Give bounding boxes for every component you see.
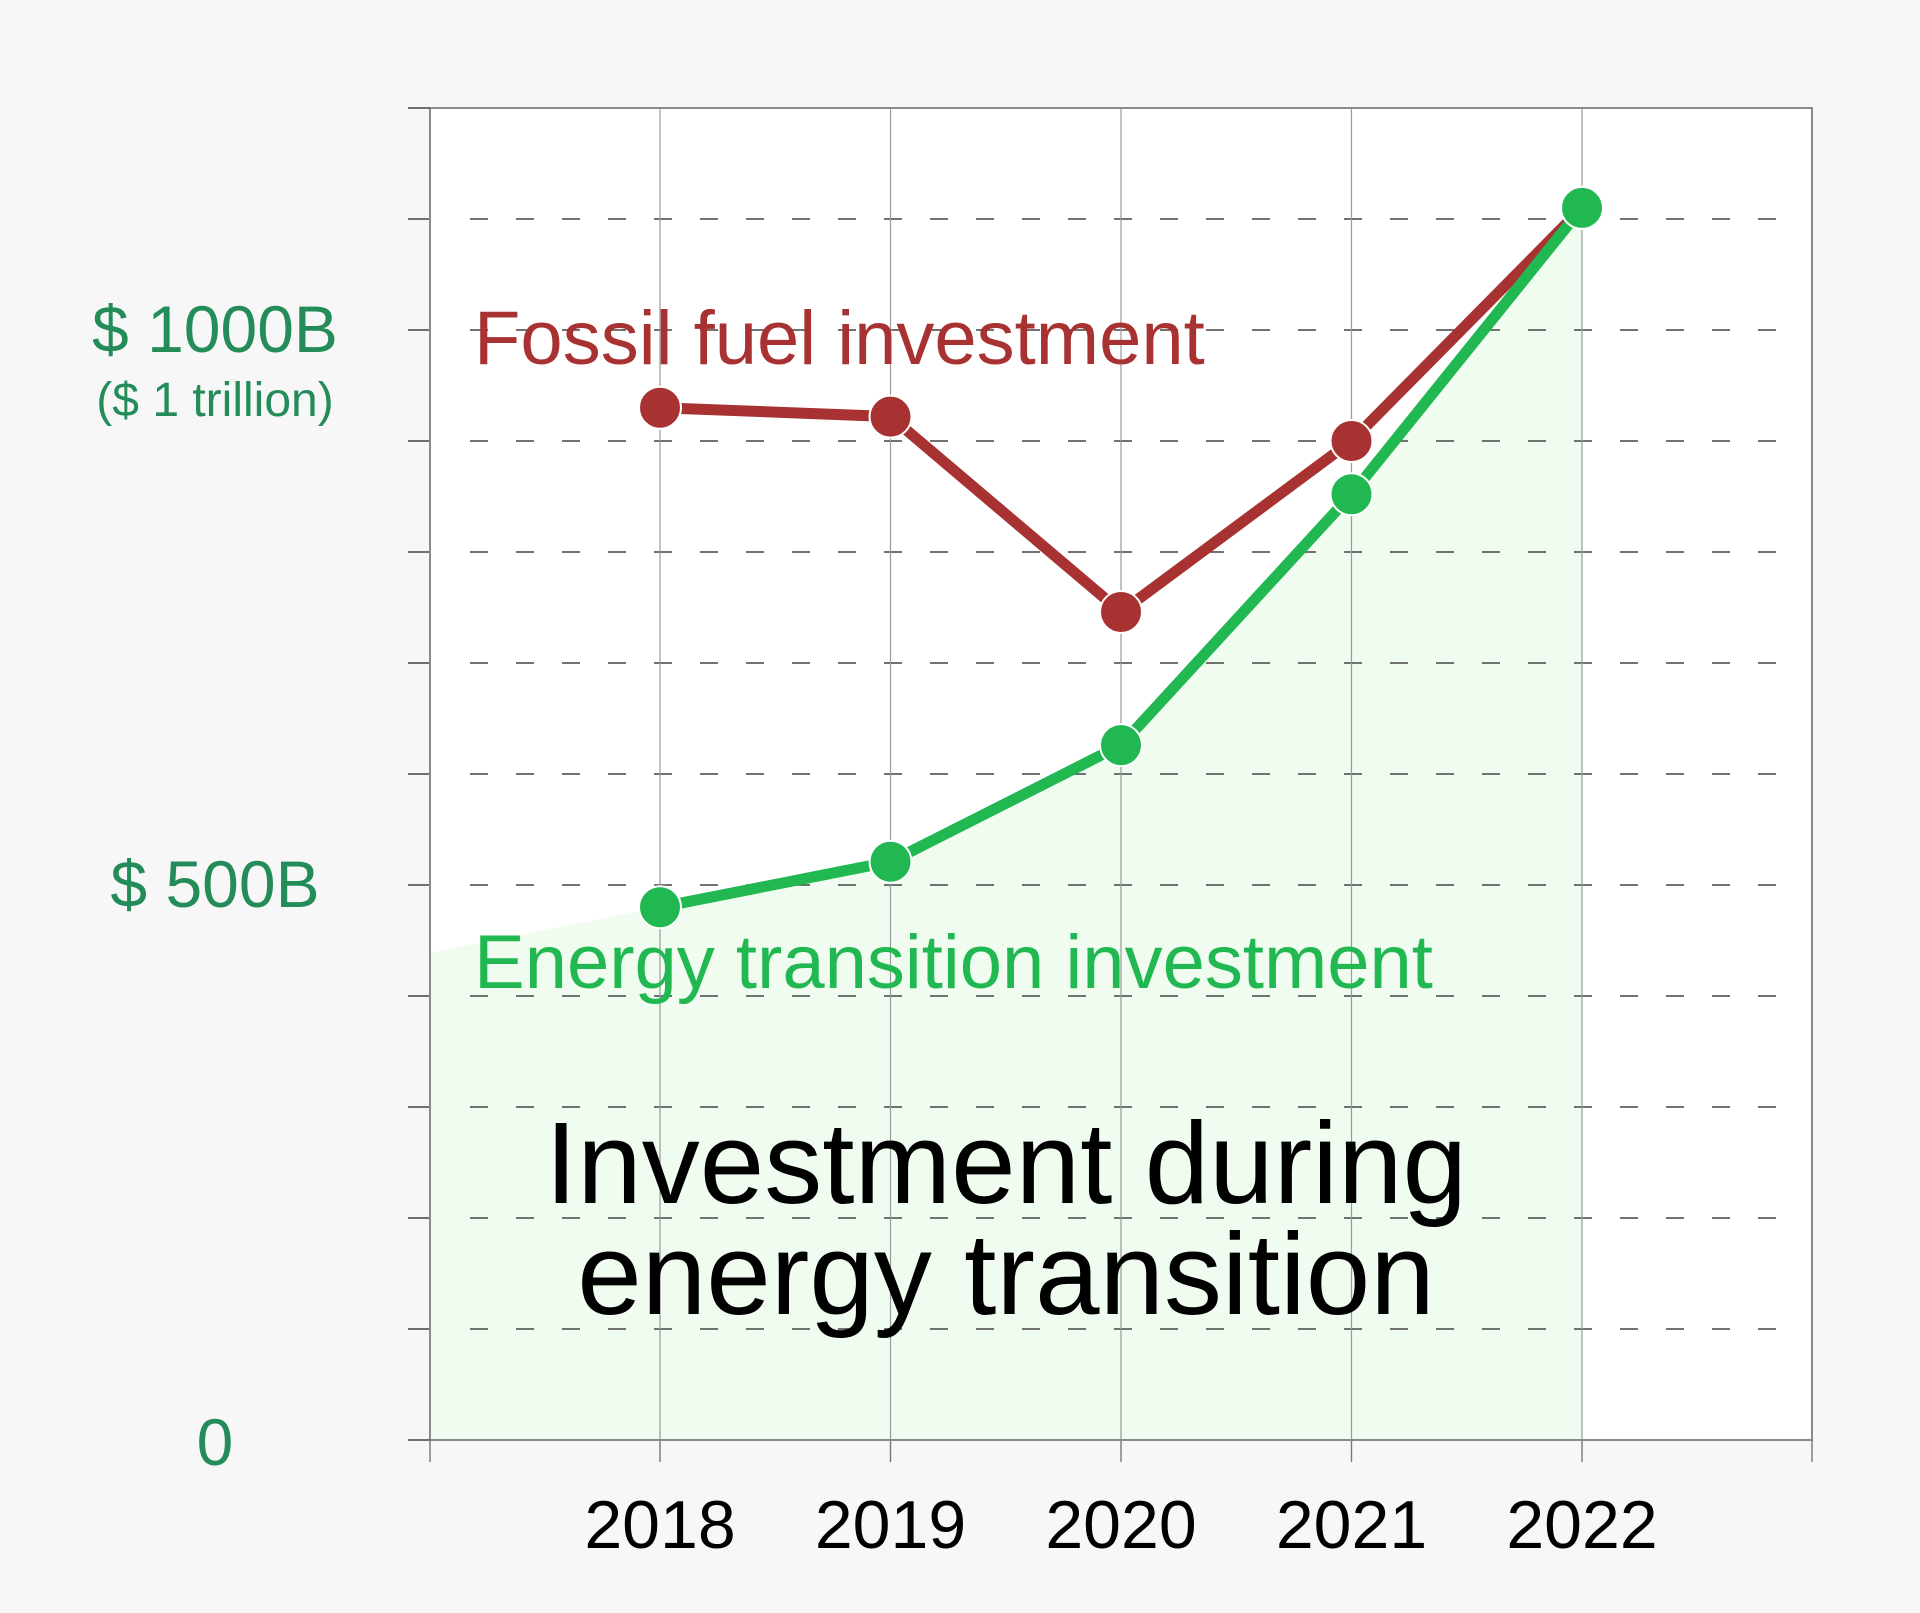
x-tick-label: 2020 [1045,1487,1196,1563]
fossil-point-2018 [638,385,682,430]
transition-point-2022 [1560,185,1604,230]
transition-point-2020 [1099,723,1143,768]
transition-point-2018 [638,885,682,930]
chart-title-line-2: energy transition [577,1209,1435,1339]
x-tick-label: 2019 [815,1487,966,1563]
y-tick-sublabel-1000: ($ 1 trillion) [96,374,333,427]
y-tick-label-1000: $ 1000B [92,292,338,366]
transition-series-label: Energy transition investment [474,920,1433,1005]
x-tick-label: 2018 [584,1487,735,1563]
fossil-point-2019 [868,394,913,439]
y-tick-label-0: 0 [197,1405,234,1479]
x-tick-label: 2021 [1276,1487,1427,1563]
fossil-point-2021 [1329,419,1374,463]
transition-point-2019 [868,839,913,884]
transition-area-fill [430,207,1582,1440]
transition-point-2021 [1329,472,1374,517]
x-tick-label: 2022 [1506,1487,1657,1563]
fossil-point-2020 [1099,589,1143,634]
y-tick-label-500: $ 500B [110,847,319,921]
plot-frame [429,107,1813,1441]
chart-title-line-1: Investment during [545,1098,1467,1228]
fossil-series-label: Fossil fuel investment [474,296,1205,381]
